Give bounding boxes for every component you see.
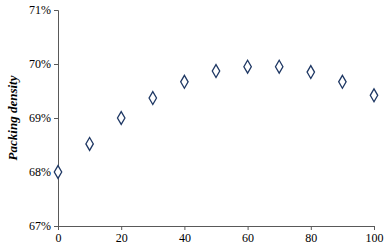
- point: [181, 75, 188, 88]
- plot: 0 20 40 60 80 100 67% 68% 69% 70% 71%: [29, 3, 384, 244]
- chart: 0 20 40 60 80 100 67% 68% 69% 70% 71% Packing densi…: [0, 0, 388, 250]
- point: [275, 60, 282, 73]
- tick-label: 60: [242, 231, 254, 245]
- point: [307, 66, 314, 79]
- tick-label: 40: [179, 231, 191, 245]
- point: [86, 137, 93, 150]
- point: [339, 75, 346, 88]
- tick: 70%: [29, 57, 58, 71]
- tick-mark: [184, 226, 185, 230]
- point: [212, 65, 219, 78]
- tick: 68%: [29, 165, 58, 179]
- points: [54, 60, 377, 178]
- tick-label: 71%: [29, 3, 51, 17]
- tick: 100: [366, 226, 384, 245]
- tick-mark: [311, 226, 312, 230]
- tick-label: 69%: [29, 111, 51, 125]
- tick-label: 70%: [29, 57, 51, 71]
- tick-mark: [54, 10, 58, 11]
- tick-mark: [54, 64, 58, 65]
- axis-line: [59, 227, 375, 231]
- tick-mark: [248, 226, 249, 230]
- x-axis: 0 20 40 60 80 100: [56, 226, 384, 245]
- y-axis: 67% 68% 69% 70% 71%: [29, 3, 59, 233]
- point: [117, 112, 124, 125]
- tick-label: 68%: [29, 165, 51, 179]
- tick-mark: [121, 226, 122, 230]
- y-axis-title: Packing density: [5, 75, 20, 160]
- tick-label: 100: [366, 231, 384, 245]
- point: [370, 89, 377, 102]
- axis-line: [54, 11, 59, 227]
- tick-mark: [54, 226, 58, 227]
- point: [149, 92, 156, 105]
- point: [244, 60, 251, 73]
- tick: 0: [56, 226, 62, 245]
- tick: 60: [242, 226, 254, 245]
- point: [54, 166, 61, 179]
- tick: 40: [179, 226, 191, 245]
- tick: 69%: [29, 111, 58, 125]
- tick: 20: [116, 226, 128, 245]
- tick: 67%: [29, 219, 58, 233]
- tick-label: 67%: [29, 219, 51, 233]
- tick-mark: [374, 226, 375, 230]
- tick-label: 0: [56, 231, 62, 245]
- tick-label: 80: [305, 231, 317, 245]
- tick: 71%: [29, 3, 58, 17]
- tick: 80: [305, 226, 317, 245]
- tick-mark: [54, 118, 58, 119]
- tick-label: 20: [116, 231, 128, 245]
